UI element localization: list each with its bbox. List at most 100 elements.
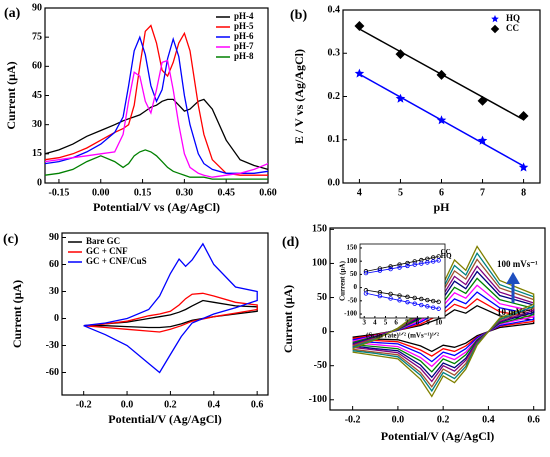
annotation: 10 mVs⁻¹ [497,307,533,317]
marker [397,293,402,298]
legend-label: pH-8 [234,51,254,61]
marker [419,302,424,308]
marker [388,291,393,297]
annotation: 100 mVs⁻¹ [497,259,538,269]
series-line [44,98,269,171]
marker [518,111,529,121]
marker [363,288,369,293]
y-tick-label: 0 [54,313,59,324]
series-line [352,298,535,357]
x-tick-label: 0.4 [482,414,495,425]
y-axis-label: Current (µA) [4,61,18,129]
y-tick-label: 90 [32,2,42,13]
marker [425,297,430,303]
x-tick-label: 7 [480,187,485,198]
y-tick-label: 50 [350,270,358,278]
panel-label: (a) [4,6,21,21]
legend-swatch [491,15,499,23]
x-tick-label: 0.30 [176,187,194,198]
x-tick-label: -0.15 [49,187,70,198]
x-tick-label: 0.2 [164,399,177,410]
y-tick-label: 0.1 [328,134,341,145]
y-tick-label: -100 [309,394,327,405]
x-tick-label: 0.60 [259,187,277,198]
y-tick-label: 150 [312,224,327,235]
marker [431,298,436,304]
legend-label: CC [441,248,451,256]
x-tick-label: 8 [521,187,526,198]
legend-label: CC [506,23,519,33]
marker [425,260,430,265]
marker [436,299,441,305]
marker [395,93,406,103]
marker [431,305,436,310]
y-tick-label: 0.3 [328,48,341,59]
legend-label: HQ [506,13,520,23]
x-tick-label: 3 [363,319,367,327]
x-axis-label: Potential/V (Ag/AgCl) [381,429,494,443]
series-line [83,299,258,329]
x-tick-label: 9 [426,319,430,327]
x-tick-label: 0.0 [121,399,134,410]
x-tick-label: 0.15 [134,187,152,198]
series-line [83,242,258,374]
marker [397,262,402,267]
legend-swatch [490,24,500,34]
y-tick-label: 30 [49,286,59,297]
legend-label: pH-6 [234,31,254,41]
y-tick-label: 100 [312,258,327,269]
x-tick-label: 4 [373,319,377,327]
marker [354,68,365,78]
x-tick-label: 6 [439,187,444,198]
y-tick-label: 50 [317,292,327,303]
marker [518,162,529,172]
marker [377,268,383,273]
plot-frame [359,243,446,319]
y-tick-label: 60 [49,259,59,270]
legend-label: HQ [441,252,452,260]
x-tick-label: 0.6 [527,414,540,425]
y-tick-label: 45 [32,90,42,101]
x-tick-label: 10 [435,319,443,327]
x-tick-label: 6 [394,319,398,327]
x-tick-label: -0.2 [345,414,361,425]
x-tick-label: 5 [398,187,403,198]
marker [436,258,441,263]
marker [397,265,402,270]
marker [412,262,417,267]
y-tick-label: 100 [347,257,358,265]
x-tick-label: 5 [384,319,388,327]
marker [477,135,488,145]
y-tick-label: -60 [46,367,59,378]
marker [419,296,424,302]
y-tick-label: 0.4 [328,4,341,15]
y-tick-label: 0.0 [328,177,341,188]
y-axis-label: E / V vs (Ag/AgCl) [292,49,306,144]
y-tick-label: 60 [32,61,42,72]
x-tick-label: 7 [405,319,409,327]
x-axis-label: (Scan rate)¹ᐟ² (mVs⁻¹)¹ᐟ² [366,332,439,340]
x-tick-label: 8 [416,319,420,327]
y-tick-label: 150 [347,244,358,252]
marker [405,299,410,305]
y-axis-label: Current (µA) [10,280,24,348]
legend-label: Bare GC [86,236,120,246]
legend-label: pH-4 [234,11,254,21]
y-tick-label: -100 [344,310,357,318]
y-axis-label: Current (µA) [339,260,347,301]
legend-label: pH-7 [234,41,254,51]
panel-label: (c) [3,232,19,247]
series-line [352,304,535,353]
panel-label: (b) [290,8,307,23]
marker [363,270,369,276]
marker [388,264,393,269]
marker [412,295,417,301]
marker [388,266,393,272]
panel-label: (d) [282,235,299,250]
x-axis-label: Potential/V (Ag/AgCl) [108,412,221,426]
marker [405,263,410,269]
y-axis-label: Current (µA) [281,285,295,353]
y-tick-label: 15 [32,148,42,159]
x-axis-label: Potential/V vs (Ag/AgCl) [93,200,220,214]
